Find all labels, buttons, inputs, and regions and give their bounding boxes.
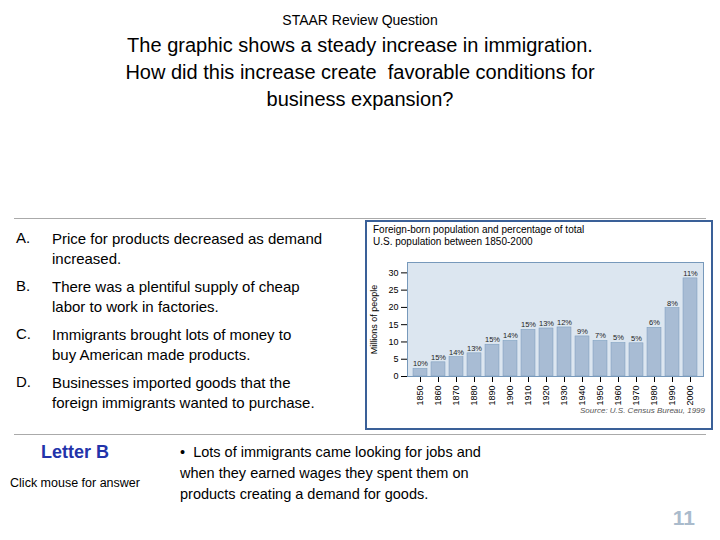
html-text:Price for products decreased a: Price for products decreased as demand i…	[52, 230, 323, 267]
svg-text:30: 30	[388, 268, 398, 278]
svg-text:1990: 1990	[667, 386, 677, 406]
svg-text:1890: 1890	[487, 386, 497, 406]
svg-text:1980: 1980	[649, 386, 659, 406]
svg-text:14%: 14%	[449, 348, 464, 357]
svg-text:14%: 14%	[503, 331, 518, 340]
html-text:C.: C.	[16, 325, 31, 342]
svg-text:6%: 6%	[649, 318, 660, 327]
svg-text:1970: 1970	[631, 386, 641, 406]
svg-text:1900: 1900	[505, 386, 515, 406]
svg-text:7%: 7%	[595, 331, 606, 340]
svg-text:25: 25	[388, 285, 398, 295]
svg-text:13%: 13%	[539, 319, 554, 328]
html-text:B.: B.	[16, 277, 31, 294]
svg-text:2000: 2000	[685, 386, 695, 406]
svg-text:20: 20	[388, 302, 398, 312]
svg-text:1910: 1910	[523, 386, 533, 406]
html-text:Click mouse for answer: Click mouse for answer	[10, 476, 140, 490]
svg-text:1950: 1950	[595, 386, 605, 406]
svg-text:5: 5	[393, 354, 398, 364]
svg-text:15%: 15%	[431, 353, 446, 362]
html-text:Letter B: Letter B	[41, 442, 109, 462]
svg-text:1920: 1920	[541, 386, 551, 406]
html-text:The graphic shows a steady inc: The graphic shows a steady increase in i…	[125, 34, 595, 110]
html-text:Source: U.S. Census Bureau, 19: Source: U.S. Census Bureau, 1999	[580, 406, 705, 415]
svg-text:1860: 1860	[433, 386, 443, 406]
svg-text:10: 10	[388, 337, 398, 347]
html-text:D.: D.	[16, 373, 31, 390]
svg-text:5%: 5%	[631, 334, 642, 343]
svg-text:1930: 1930	[559, 386, 569, 406]
html-text:Immigrants brought lots of mon: Immigrants brought lots of money to buy …	[52, 326, 292, 363]
svg-text:1880: 1880	[469, 386, 479, 406]
html-text:Foreign-born population and pe: Foreign-born population and percentage o…	[373, 224, 585, 247]
svg-text:0: 0	[393, 371, 398, 381]
svg-text:15: 15	[388, 320, 398, 330]
html-text:11: 11	[672, 506, 695, 529]
svg-text:1940: 1940	[577, 386, 587, 406]
svg-text:5%: 5%	[613, 333, 624, 342]
svg-text:12%: 12%	[557, 318, 572, 327]
svg-text:11%: 11%	[683, 269, 698, 278]
html-text:Businesses imported goods that: Businesses imported goods that the forei…	[52, 374, 315, 411]
svg-text:15%: 15%	[521, 320, 536, 329]
html-text:There was a plentiful supply o: There was a plentiful supply of cheap la…	[52, 278, 300, 315]
svg-text:Millions of people: Millions of people	[369, 285, 379, 355]
html-text:STAAR Review Question: STAAR Review Question	[282, 12, 438, 28]
svg-text:1850: 1850	[415, 386, 425, 406]
svg-text:8%: 8%	[667, 299, 678, 308]
svg-text:13%: 13%	[467, 344, 482, 353]
svg-text:9%: 9%	[577, 327, 588, 336]
svg-text:1960: 1960	[613, 386, 623, 406]
svg-text:15%: 15%	[485, 335, 500, 344]
svg-text:10%: 10%	[413, 359, 428, 368]
html-text:• Lots of immigrants came look: • Lots of immigrants came looking for jo…	[180, 444, 481, 502]
svg-text:1870: 1870	[451, 386, 461, 406]
html-text:A.: A.	[16, 229, 31, 246]
